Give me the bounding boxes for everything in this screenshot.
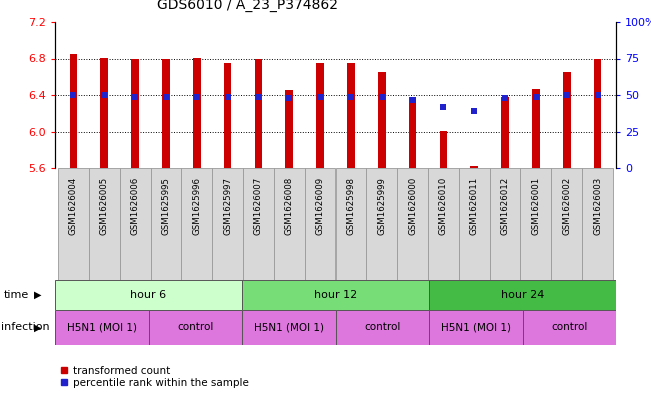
Bar xyxy=(58,168,89,280)
Bar xyxy=(594,59,602,168)
Bar xyxy=(501,97,509,168)
Bar xyxy=(100,58,108,168)
Bar xyxy=(120,168,150,280)
Bar xyxy=(148,310,242,345)
Bar xyxy=(335,168,367,280)
Text: GSM1625997: GSM1625997 xyxy=(223,177,232,235)
Bar xyxy=(335,310,429,345)
Text: GSM1625995: GSM1625995 xyxy=(161,177,171,235)
Text: GSM1626005: GSM1626005 xyxy=(100,177,109,235)
Bar xyxy=(285,90,293,168)
Text: infection: infection xyxy=(1,323,49,332)
Text: time: time xyxy=(3,290,29,300)
Bar xyxy=(459,168,490,280)
Bar xyxy=(471,166,478,168)
Bar xyxy=(409,97,417,168)
Text: hour 6: hour 6 xyxy=(130,290,167,300)
Text: control: control xyxy=(177,323,214,332)
Text: ▶: ▶ xyxy=(34,290,42,300)
Text: GSM1626000: GSM1626000 xyxy=(408,177,417,235)
Text: GSM1626004: GSM1626004 xyxy=(69,177,78,235)
Bar xyxy=(520,168,551,280)
Text: GSM1626002: GSM1626002 xyxy=(562,177,571,235)
Text: ▶: ▶ xyxy=(34,323,42,332)
Bar xyxy=(490,168,520,280)
Text: control: control xyxy=(551,323,587,332)
Bar xyxy=(563,72,570,168)
Bar xyxy=(182,168,212,280)
Bar xyxy=(316,63,324,168)
Text: GSM1625999: GSM1625999 xyxy=(377,177,386,235)
Text: hour 12: hour 12 xyxy=(314,290,357,300)
Bar xyxy=(429,310,523,345)
Text: GSM1625998: GSM1625998 xyxy=(346,177,355,235)
Bar xyxy=(532,88,540,168)
Bar xyxy=(429,280,616,310)
Bar xyxy=(523,310,616,345)
Bar xyxy=(212,168,243,280)
Text: GSM1626009: GSM1626009 xyxy=(316,177,325,235)
Bar xyxy=(378,72,385,168)
Bar xyxy=(132,59,139,168)
Bar xyxy=(242,310,335,345)
Text: H5N1 (MOI 1): H5N1 (MOI 1) xyxy=(67,323,137,332)
Bar xyxy=(428,168,459,280)
Text: GSM1626010: GSM1626010 xyxy=(439,177,448,235)
Text: GSM1626007: GSM1626007 xyxy=(254,177,263,235)
Bar xyxy=(55,280,242,310)
Text: GSM1626008: GSM1626008 xyxy=(284,177,294,235)
Text: GSM1626001: GSM1626001 xyxy=(531,177,540,235)
Bar xyxy=(274,168,305,280)
Bar xyxy=(305,168,335,280)
Bar xyxy=(70,54,77,168)
Text: H5N1 (MOI 1): H5N1 (MOI 1) xyxy=(441,323,511,332)
Bar xyxy=(582,168,613,280)
Bar xyxy=(224,63,232,168)
Text: GDS6010 / A_23_P374862: GDS6010 / A_23_P374862 xyxy=(157,0,338,12)
Bar xyxy=(162,59,170,168)
Text: GSM1626003: GSM1626003 xyxy=(593,177,602,235)
Bar xyxy=(150,168,182,280)
Bar xyxy=(243,168,274,280)
Bar xyxy=(551,168,582,280)
Text: GSM1626006: GSM1626006 xyxy=(131,177,140,235)
Bar xyxy=(255,59,262,168)
Bar xyxy=(397,168,428,280)
Bar xyxy=(347,63,355,168)
Bar xyxy=(55,310,148,345)
Text: GSM1625996: GSM1625996 xyxy=(192,177,201,235)
Legend: transformed count, percentile rank within the sample: transformed count, percentile rank withi… xyxy=(60,366,249,388)
Bar xyxy=(193,58,201,168)
Text: control: control xyxy=(364,323,400,332)
Text: hour 24: hour 24 xyxy=(501,290,544,300)
Bar xyxy=(242,280,429,310)
Bar xyxy=(367,168,397,280)
Text: GSM1626012: GSM1626012 xyxy=(501,177,510,235)
Bar xyxy=(439,130,447,168)
Text: H5N1 (MOI 1): H5N1 (MOI 1) xyxy=(254,323,324,332)
Text: GSM1626011: GSM1626011 xyxy=(470,177,478,235)
Bar xyxy=(89,168,120,280)
